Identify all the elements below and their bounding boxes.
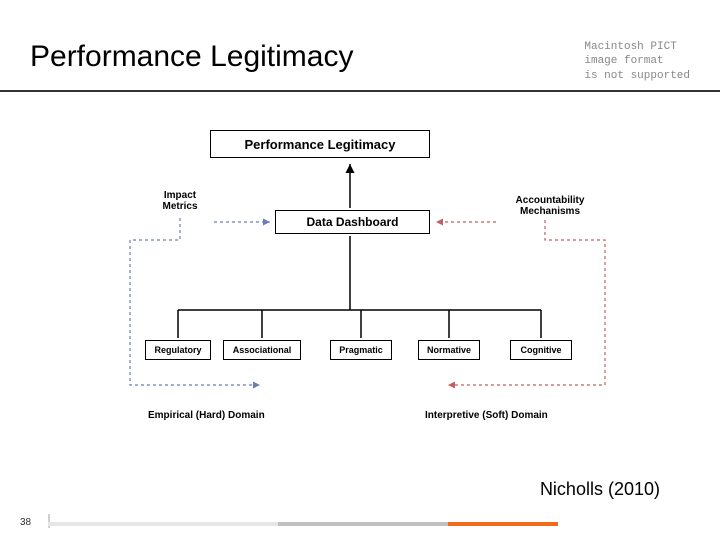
citation: Nicholls (2010): [540, 479, 660, 500]
label-empirical-domain: Empirical (Hard) Domain: [148, 410, 265, 421]
label-accountability-mechanisms: Accountability Mechanisms: [500, 195, 600, 217]
node-normative: Normative: [418, 340, 480, 360]
pagebar-segment: [278, 522, 448, 526]
page-progress-bar: 38: [0, 508, 720, 530]
node-data-dashboard: Data Dashboard: [275, 210, 430, 234]
label-impact-metrics: Impact Metrics: [150, 190, 210, 212]
node-pragmatic: Pragmatic: [330, 340, 392, 360]
pict-error-message: Macintosh PICT image format is not suppo…: [584, 40, 690, 83]
page-number: 38: [20, 517, 31, 528]
node-associational: Associational: [223, 340, 301, 360]
page-title: Performance Legitimacy: [30, 40, 353, 74]
pagebar-segment: [448, 522, 558, 526]
pagebar-segment: [48, 522, 278, 526]
title-underline: [0, 90, 720, 92]
label-interpretive-domain: Interpretive (Soft) Domain: [425, 410, 548, 421]
diagram-canvas: Performance Legitimacy Data Dashboard Im…: [0, 110, 720, 470]
node-regulatory: Regulatory: [145, 340, 211, 360]
node-performance-legitimacy: Performance Legitimacy: [210, 130, 430, 158]
diagram-edges: [0, 110, 720, 470]
node-cognitive: Cognitive: [510, 340, 572, 360]
